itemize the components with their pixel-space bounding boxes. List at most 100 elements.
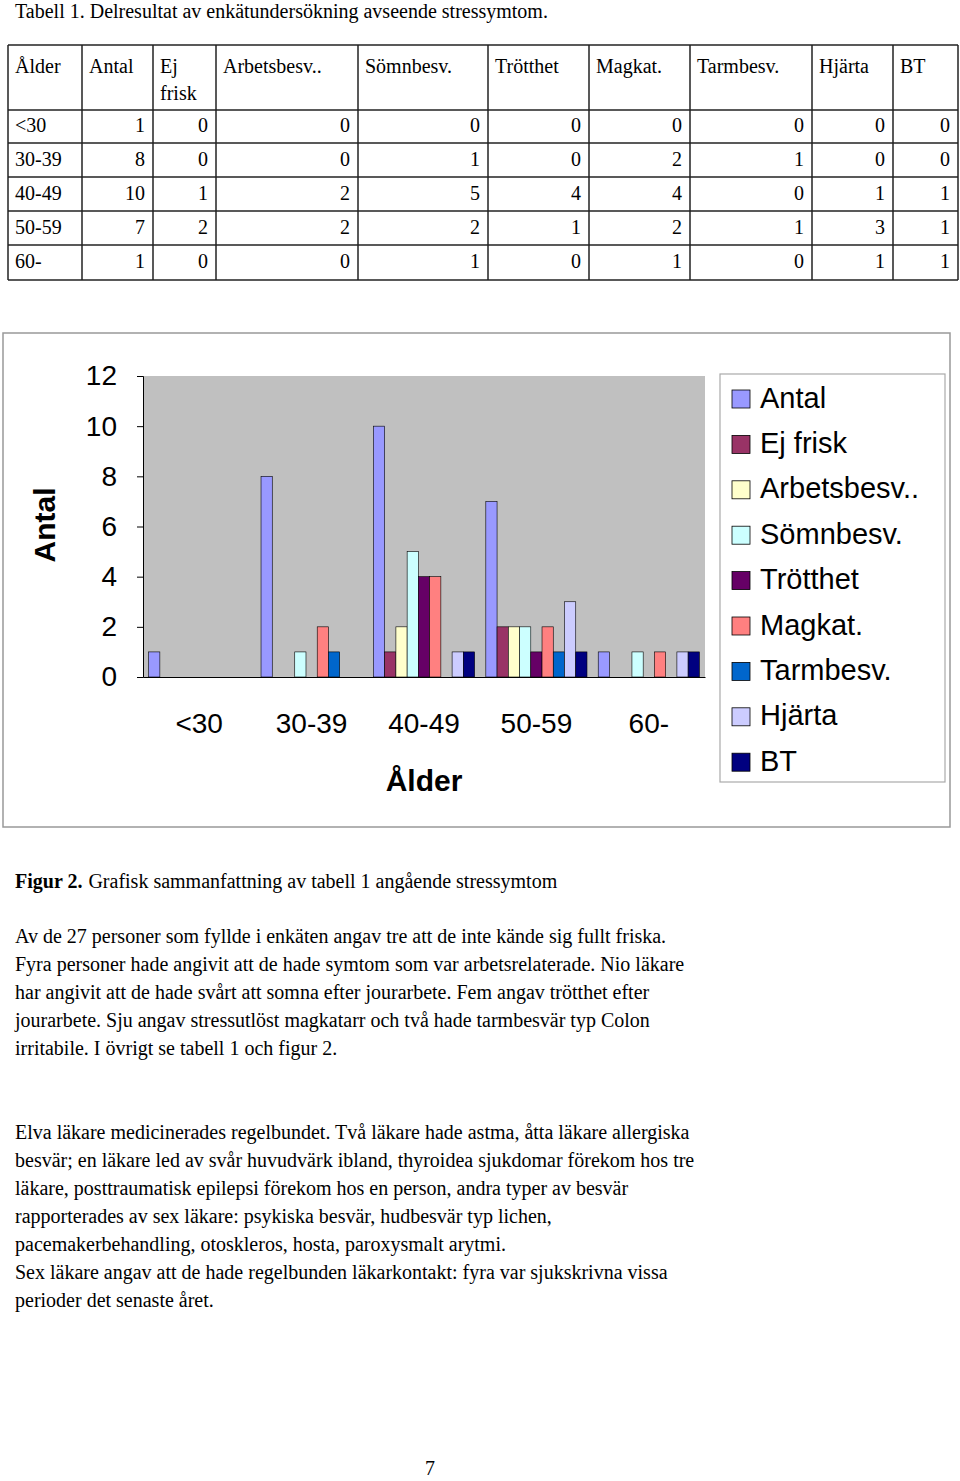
bar xyxy=(553,652,564,677)
table-cell: 1 xyxy=(470,148,480,170)
table-cell: 1 xyxy=(940,182,950,204)
bar-series xyxy=(295,552,643,677)
table-rule xyxy=(8,210,958,212)
table-rule xyxy=(8,176,958,178)
y-axis: 024681012 xyxy=(86,360,144,692)
bar xyxy=(317,627,328,677)
table-cell: 0 xyxy=(470,114,480,136)
paragraph-line: rapporterades av sex läkare: psykiska be… xyxy=(15,1205,552,1228)
bar xyxy=(295,652,306,677)
bar xyxy=(351,677,362,678)
table-cell: 1 xyxy=(794,148,804,170)
table-cell: 0 xyxy=(571,148,581,170)
table-cell: 0 xyxy=(571,250,581,272)
table-cell: 1 xyxy=(940,250,950,272)
y-tick: 2 xyxy=(101,611,143,642)
x-tick: 50-59 xyxy=(501,677,573,739)
y-tick: 12 xyxy=(86,360,143,391)
tick-label: 40-49 xyxy=(388,708,460,739)
y-tick: 6 xyxy=(101,511,143,542)
legend-label: Arbetsbesv.. xyxy=(760,472,919,504)
bar xyxy=(576,652,587,677)
x-axis-title: Ålder xyxy=(386,764,463,797)
bar xyxy=(520,627,531,677)
tick-mark xyxy=(137,677,143,678)
table-cell: 0 xyxy=(340,114,350,136)
bar xyxy=(227,677,238,678)
plot-area xyxy=(143,376,705,677)
bar xyxy=(418,577,429,677)
bar xyxy=(160,677,171,678)
table-rule xyxy=(892,45,894,280)
tick-label: 12 xyxy=(86,360,117,391)
table-cell: 4 xyxy=(672,182,682,204)
table-header: Antal xyxy=(89,55,134,77)
table-cell: 4 xyxy=(571,182,581,204)
bar xyxy=(688,652,699,677)
tick-mark xyxy=(137,376,143,377)
tick-label: 2 xyxy=(101,611,117,642)
bar xyxy=(508,627,519,677)
paragraph-line: besvär; en läkare led av svår huvudvärk … xyxy=(15,1149,694,1172)
bar-series xyxy=(149,426,610,677)
bar xyxy=(396,627,407,677)
table-cell: 0 xyxy=(672,114,682,136)
bar xyxy=(216,677,227,678)
bar xyxy=(497,627,508,677)
table-header-line: Arbetsbesv.. xyxy=(223,55,322,77)
table-cell: 1 xyxy=(672,250,682,272)
chart-frame xyxy=(3,333,950,827)
table-cell: 0 xyxy=(198,148,208,170)
table-rule xyxy=(8,109,958,111)
table-rule xyxy=(8,44,958,46)
table-cell: 30-39 xyxy=(15,148,62,170)
table-cell: 60- xyxy=(15,250,42,272)
table-cell: 1 xyxy=(875,250,885,272)
bars xyxy=(149,426,700,677)
bar xyxy=(385,652,396,677)
paragraph-line: pacemakerbehandling, otoskleros, hosta, … xyxy=(15,1233,506,1256)
bar xyxy=(239,677,250,678)
paragraph-line: Sex läkare angav att de hade regelbunden… xyxy=(15,1261,668,1284)
tick-mark xyxy=(137,627,143,628)
bar xyxy=(531,652,542,677)
paragraph-line: läkare, posttraumatisk epilepsi förekom … xyxy=(15,1177,628,1200)
figure-caption-text: Grafisk sammanfattning av tabell 1 angåe… xyxy=(88,870,557,893)
bar-series xyxy=(328,652,564,677)
paragraph-line: Av de 27 personer som fyllde i enkäten a… xyxy=(15,925,666,948)
table-cell: 0 xyxy=(875,148,885,170)
bar xyxy=(463,652,474,677)
tick-label: 8 xyxy=(101,461,117,492)
bar-series xyxy=(317,577,665,677)
table-header: Arbetsbesv.. xyxy=(223,55,322,77)
table-cell: 1 xyxy=(940,216,950,238)
bar xyxy=(171,677,182,678)
tick-label: 4 xyxy=(101,561,117,592)
table-header-line: Ej xyxy=(160,55,178,78)
table-rule xyxy=(357,45,359,280)
legend-label: Ej frisk xyxy=(760,427,848,459)
table-cell: 1 xyxy=(135,250,145,272)
y-tick: 8 xyxy=(101,461,143,492)
page-number: 7 xyxy=(425,1457,435,1479)
bar xyxy=(452,652,463,677)
legend-box xyxy=(720,374,945,782)
bar xyxy=(328,652,339,677)
legend-swatch xyxy=(732,481,750,499)
table-rule xyxy=(152,45,154,280)
legend-label: Antal xyxy=(760,382,826,414)
table-cell: 8 xyxy=(135,148,145,170)
legend: AntalEj friskArbetsbesv..Sömnbesv.Trötth… xyxy=(720,374,945,782)
x-tick: <30 xyxy=(175,677,223,739)
bar xyxy=(340,677,351,678)
y-axis-title: Antal xyxy=(28,488,61,563)
axis-line xyxy=(137,377,144,678)
bar xyxy=(182,677,193,678)
bar xyxy=(666,677,677,678)
table-cell: 0 xyxy=(875,114,885,136)
bar xyxy=(542,627,553,677)
tick-label: 0 xyxy=(101,661,117,692)
paragraph: Av de 27 personer som fyllde i enkäten a… xyxy=(14,925,684,1060)
table-cell: 3 xyxy=(875,216,885,238)
bar xyxy=(643,677,654,678)
